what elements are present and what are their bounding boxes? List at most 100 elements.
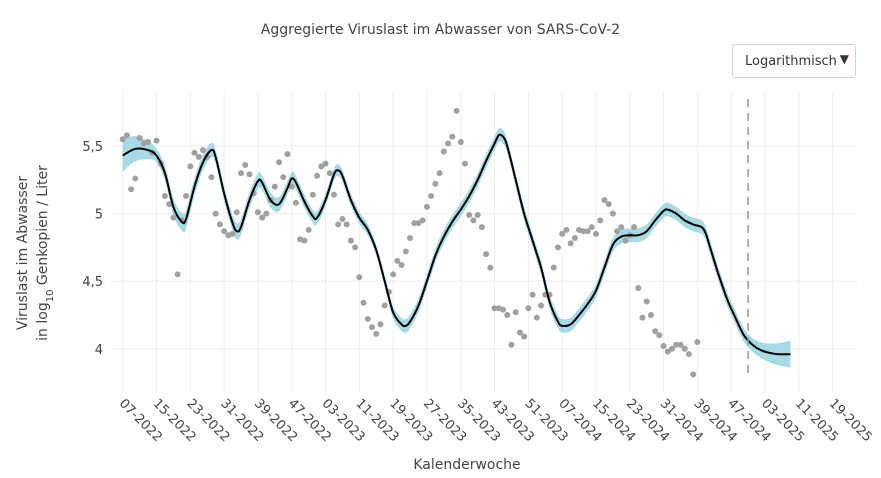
data-point xyxy=(343,221,350,228)
data-point xyxy=(504,311,511,318)
data-point xyxy=(622,237,629,244)
data-point xyxy=(187,163,194,170)
data-point xyxy=(580,228,587,235)
gridlines xyxy=(110,92,858,392)
data-point xyxy=(221,228,228,235)
data-point xyxy=(618,224,625,231)
data-point xyxy=(457,139,464,145)
data-point xyxy=(123,132,130,139)
data-point xyxy=(652,328,659,335)
data-point xyxy=(347,237,354,244)
data-point xyxy=(677,341,684,348)
y-axis-unit-subscript: 10 xyxy=(45,290,56,303)
y-tick-label: 4 xyxy=(95,343,103,358)
y-axis-title: Viruslast im Abwasser xyxy=(15,176,31,330)
data-point xyxy=(407,234,414,241)
data-point xyxy=(584,228,591,235)
data-point xyxy=(216,221,223,228)
data-point xyxy=(521,333,528,340)
data-point xyxy=(474,211,481,218)
data-point xyxy=(609,210,616,217)
data-point xyxy=(470,217,477,224)
data-point xyxy=(259,214,266,221)
data-point xyxy=(119,136,126,143)
data-point xyxy=(280,174,287,181)
data-point xyxy=(601,197,608,204)
data-point xyxy=(284,151,291,158)
data-point xyxy=(271,183,278,190)
data-point xyxy=(153,137,160,144)
data-point xyxy=(254,209,261,216)
data-point xyxy=(673,341,680,348)
data-point xyxy=(453,107,460,114)
data-point xyxy=(491,305,498,312)
data-point xyxy=(411,220,418,227)
data-point xyxy=(369,324,376,331)
data-point xyxy=(647,311,654,318)
data-point xyxy=(360,299,367,306)
data-point xyxy=(559,230,566,237)
data-point xyxy=(263,210,270,217)
data-point xyxy=(567,240,574,247)
data-point xyxy=(276,159,283,166)
data-point xyxy=(301,237,308,244)
data-point xyxy=(330,191,337,198)
data-point xyxy=(478,224,485,231)
x-tick-labels: 07-202215-202223-202231-202239-202247-20… xyxy=(116,396,875,445)
y-tick-label: 5,5 xyxy=(82,140,103,155)
data-point xyxy=(191,149,198,156)
data-point xyxy=(508,341,515,348)
data-point xyxy=(136,134,143,141)
data-point xyxy=(195,153,202,160)
data-point xyxy=(660,343,667,350)
data-point xyxy=(419,217,426,224)
data-point xyxy=(643,298,650,305)
data-point xyxy=(183,193,190,200)
y-axis-unit-prefix: in log xyxy=(35,302,51,341)
data-point xyxy=(605,201,612,208)
data-point xyxy=(487,264,494,271)
data-point xyxy=(550,264,557,271)
data-point xyxy=(639,314,646,321)
data-point xyxy=(373,330,380,337)
data-point xyxy=(229,230,236,237)
data-point xyxy=(432,180,439,187)
data-point xyxy=(145,139,152,145)
data-point xyxy=(381,302,388,309)
data-point xyxy=(525,305,532,312)
data-point xyxy=(305,226,312,233)
data-point xyxy=(288,183,295,190)
confidence-band xyxy=(122,127,791,368)
y-axis-title-unit: in log10 Genkopien / Liter xyxy=(35,165,56,341)
data-point xyxy=(685,351,692,358)
data-point xyxy=(681,345,688,352)
data-point xyxy=(635,284,642,291)
data-point xyxy=(512,309,519,316)
y-tick-label: 5 xyxy=(95,208,103,223)
data-point xyxy=(242,161,249,168)
data-point xyxy=(563,226,570,233)
data-point xyxy=(466,211,473,218)
x-axis-title: Kalenderwoche xyxy=(413,457,520,473)
data-point xyxy=(364,316,371,323)
chart-title: Aggregierte Viruslast im Abwasser von SA… xyxy=(260,22,621,38)
scale-dropdown[interactable]: Logarithmisch ▼ xyxy=(732,44,856,78)
data-point xyxy=(529,291,536,298)
y-axis-unit-suffix: Genkopien / Liter xyxy=(35,165,51,290)
data-point xyxy=(516,329,523,336)
data-point xyxy=(571,234,578,241)
data-point xyxy=(314,172,321,179)
data-point xyxy=(174,271,181,278)
data-point xyxy=(170,214,177,221)
data-point xyxy=(554,244,561,251)
data-point xyxy=(500,306,507,313)
trend-line xyxy=(122,133,791,356)
data-point xyxy=(690,371,697,378)
data-point xyxy=(449,133,456,140)
data-point xyxy=(398,261,405,268)
data-point xyxy=(199,147,206,154)
triangle-down-icon: ▼ xyxy=(839,52,849,66)
data-point xyxy=(166,201,173,208)
data-point xyxy=(445,140,452,147)
